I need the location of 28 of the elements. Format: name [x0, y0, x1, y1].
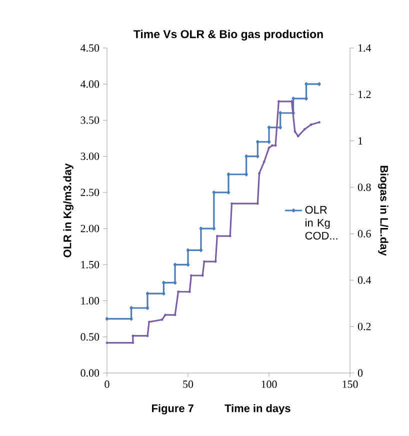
x-tick-label: 100: [262, 380, 277, 388]
x-tick-label: 50: [183, 380, 194, 388]
y2-tick-label: 1: [358, 137, 362, 144]
x-tick-label: 0: [104, 380, 110, 388]
legend-label: OLR in Kg COD...: [305, 206, 338, 240]
caption: Figure 7: [152, 404, 194, 414]
x-tick-label: 150: [342, 380, 358, 388]
y2-tick-label: 0: [358, 369, 363, 377]
y-axis-title: OLR in Kg/m3.day: [63, 163, 74, 258]
y2-tick-label: 1.2: [358, 90, 371, 98]
y2-tick-label: 0.6: [358, 230, 371, 238]
y2-tick-label: 0.2: [358, 322, 371, 330]
y-tick-label: 4.00: [80, 80, 100, 88]
chart-title: Time Vs OLR & Bio gas production: [134, 30, 323, 40]
y-tick-label: 2.00: [80, 224, 100, 232]
y-tick-label: 1.00: [81, 297, 100, 304]
x-axis-title: Time in days: [224, 404, 290, 414]
y-tick-label: 0.00: [80, 369, 100, 377]
y2-tick-label: 0.8: [358, 184, 371, 192]
y-tick-label: 4.50: [80, 44, 100, 52]
y-tick-label: 0.50: [80, 333, 100, 341]
y-tick-label: 2.50: [80, 188, 100, 196]
y-tick-label: 3.50: [80, 116, 100, 124]
y-tick-label: 3.00: [80, 152, 100, 160]
y2-tick-label: 1.4: [358, 44, 372, 52]
y-tick-label: 1.50: [81, 260, 100, 268]
y2-tick-label: 0.4: [358, 276, 372, 284]
y2-axis-title: Biogas in L/L.day: [378, 166, 388, 256]
